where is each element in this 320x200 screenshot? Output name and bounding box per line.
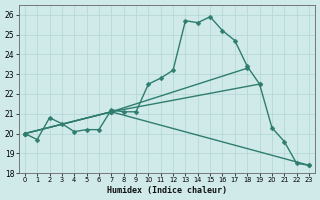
X-axis label: Humidex (Indice chaleur): Humidex (Indice chaleur) [107, 186, 227, 195]
